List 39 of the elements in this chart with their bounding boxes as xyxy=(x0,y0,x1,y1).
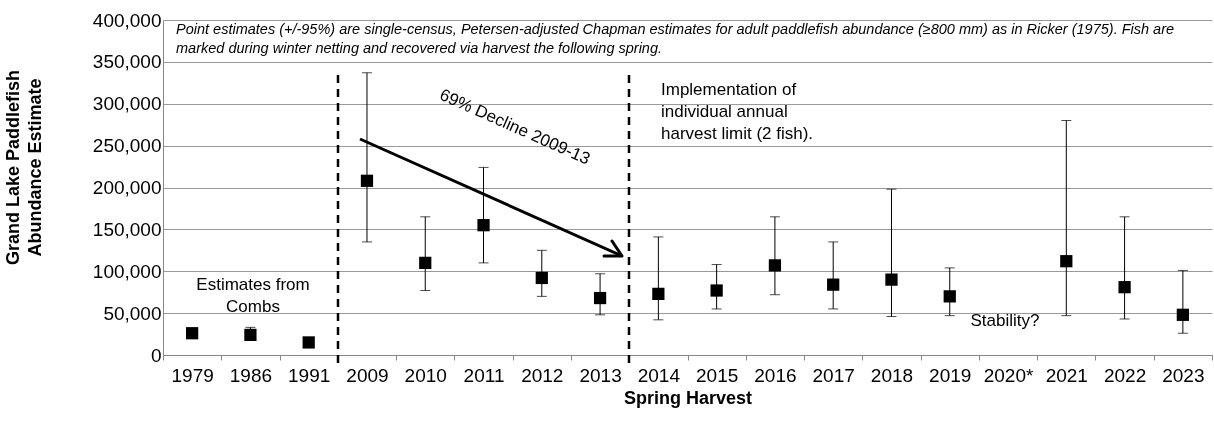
annotation: Stability? xyxy=(970,311,1040,330)
x-tick-label: 2010 xyxy=(404,364,447,386)
x-tick-label: 2022 xyxy=(1103,364,1147,386)
x-tick-label: 2021 xyxy=(1045,364,1088,386)
point xyxy=(302,336,315,349)
y-tick-label: 50,000 xyxy=(103,302,162,324)
x-tick-label: 2018 xyxy=(870,364,914,386)
annotation: Estimates from Combs xyxy=(196,275,310,317)
x-tick-label: 1979 xyxy=(171,364,214,386)
x-tick-label: 1986 xyxy=(229,364,273,386)
point xyxy=(710,284,723,297)
x-tick-label: 2014 xyxy=(637,364,681,386)
point xyxy=(1118,281,1131,294)
x-tick-label: 2017 xyxy=(812,364,855,386)
y-tick-label: 250,000 xyxy=(92,135,162,157)
y-tick-label: 300,000 xyxy=(92,93,162,115)
point xyxy=(477,219,490,232)
x-tick-label: 1991 xyxy=(288,364,331,386)
y-tick-label: 100,000 xyxy=(92,260,162,282)
x-tick-label: 2016 xyxy=(754,364,797,386)
annotation: Implementation of individual annual harvest limit (2 fish). xyxy=(661,80,814,144)
y-tick-label: 350,000 xyxy=(92,51,162,73)
x-tick-label: 2019 xyxy=(929,364,972,386)
x-tick-label: 2015 xyxy=(696,364,739,386)
x-tick-label: 2009 xyxy=(346,364,389,386)
y-tick-label: 150,000 xyxy=(92,218,162,240)
x-tick-label: 2013 xyxy=(579,364,622,386)
x-tick-label: 2011 xyxy=(463,364,505,386)
y-tick-label: 0 xyxy=(150,344,162,366)
x-tick-label: 2023 xyxy=(1162,364,1205,386)
y-tick-label: 200,000 xyxy=(92,177,162,198)
point xyxy=(885,273,898,286)
point xyxy=(186,327,199,340)
y-tick-label: 400,000 xyxy=(92,9,162,31)
x-tick-label: 2020* xyxy=(983,364,1034,386)
x-axis-title: Spring Harvest xyxy=(623,387,753,408)
x-tick-label: 2012 xyxy=(521,364,564,386)
y-axis-title: Grand Lake Paddlefish Abundance Estimate xyxy=(3,69,45,266)
annotation: Point estimates (+/-95%) are single-census, Petersen-adjusted Chapman estimates for adult paddlefish abundance (≥800 mm) as in Ricker (1975). Fish are marked during winter netting and recovered via harvest the following spring. xyxy=(176,21,1175,56)
